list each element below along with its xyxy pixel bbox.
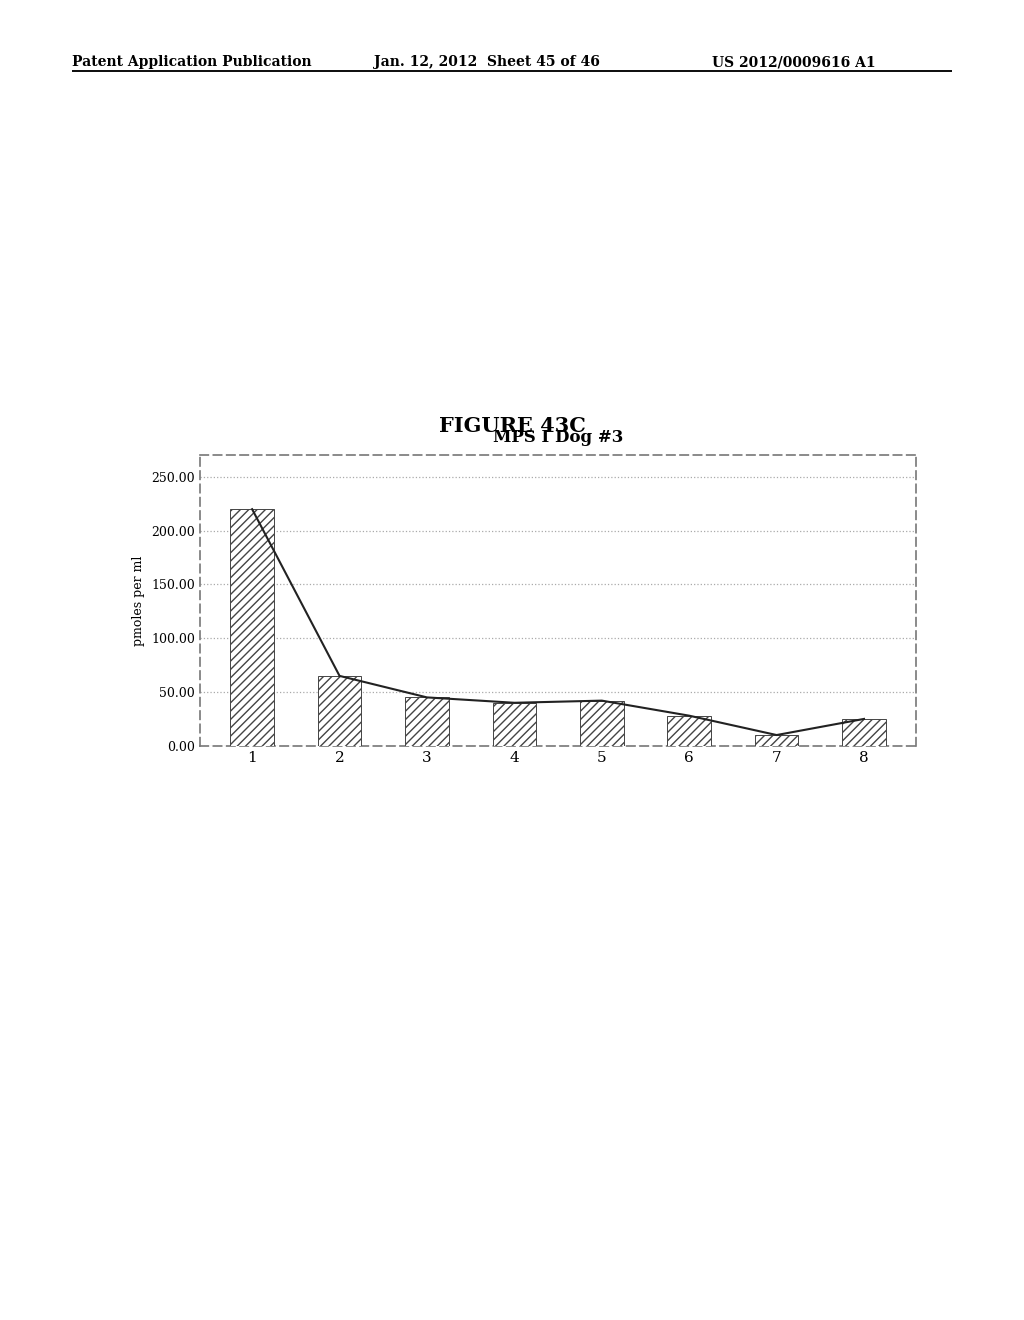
Bar (580, 701, 624, 746)
Bar (317, 676, 361, 746)
Text: US 2012/0009616 A1: US 2012/0009616 A1 (712, 55, 876, 70)
Text: FIGURE 43C: FIGURE 43C (438, 416, 586, 436)
Y-axis label: pmoles per ml: pmoles per ml (132, 556, 145, 645)
Bar (755, 735, 799, 746)
Text: Patent Application Publication: Patent Application Publication (72, 55, 311, 70)
Text: Jan. 12, 2012  Sheet 45 of 46: Jan. 12, 2012 Sheet 45 of 46 (374, 55, 600, 70)
Bar (406, 697, 449, 746)
Title: MPS I Dog #3: MPS I Dog #3 (493, 429, 624, 446)
Bar (230, 510, 274, 746)
Bar (668, 715, 711, 746)
Bar (493, 702, 537, 746)
Bar (842, 719, 886, 746)
